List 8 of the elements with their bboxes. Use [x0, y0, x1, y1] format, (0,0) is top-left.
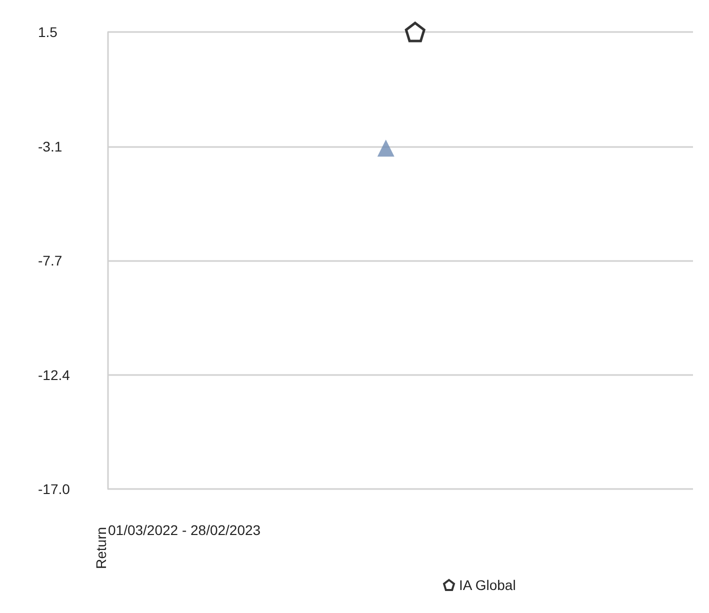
y-axis-title: Return [93, 526, 109, 569]
y-tick-label: 1.5 [38, 24, 58, 40]
y-tick-label: -7.7 [38, 252, 62, 268]
y-tick-label: -12.4 [38, 366, 70, 383]
legend-label: IA Global [459, 577, 516, 593]
y-tick-label: -17.0 [38, 481, 70, 497]
text: 01/03/2022 - 28/02/2023 [108, 522, 261, 538]
y-tick-label: -3.1 [38, 138, 62, 154]
